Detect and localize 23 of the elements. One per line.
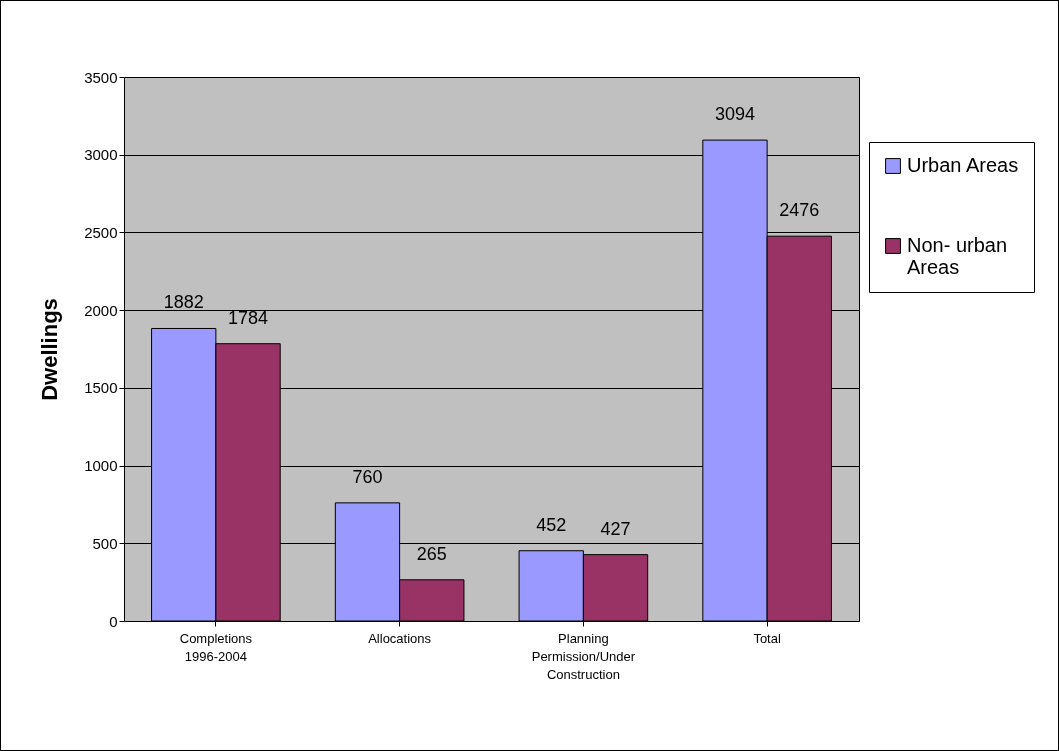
y-tick-label: 3000	[84, 146, 118, 164]
y-tick-label: 500	[92, 534, 118, 552]
x-tick-label: Completions 1996-2004	[179, 630, 253, 664]
x-tick-label: Planning Permission/Under Construction	[531, 630, 636, 682]
y-tick-label: 2500	[84, 223, 118, 241]
data-label: 265	[416, 543, 447, 564]
data-label: 2476	[779, 200, 820, 221]
legend-label: Urban Areas	[907, 154, 1019, 176]
data-label: 3094	[714, 104, 755, 125]
legend-label: Non- urban Areas	[907, 234, 1008, 278]
y-axis-title: Dwellings	[37, 298, 63, 401]
x-tick-label: Total	[753, 630, 781, 646]
data-label: 760	[352, 466, 383, 487]
data-label: 1784	[228, 307, 269, 328]
y-tick-label: 2000	[84, 301, 118, 319]
data-label: 1882	[163, 292, 204, 313]
y-tick-label: 1500	[84, 379, 118, 397]
y-tick-label: 1000	[84, 457, 118, 475]
y-tick-label: 3500	[84, 68, 118, 86]
x-tick-label: Allocations	[368, 630, 432, 646]
data-label: 452	[536, 514, 567, 535]
data-label: 427	[600, 518, 631, 539]
y-tick-label: 0	[109, 612, 118, 630]
